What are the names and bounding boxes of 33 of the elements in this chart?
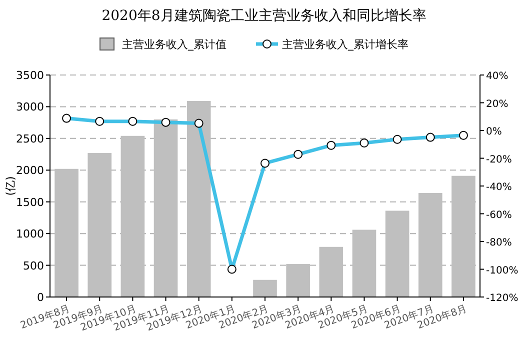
legend-label: 主营业务收入_累计增长率 <box>282 38 408 51</box>
y2-tick-label: -20% <box>486 154 512 166</box>
bar <box>120 136 145 297</box>
bar <box>286 264 310 297</box>
chart-title: 2020年8月建筑陶瓷工业主营业务收入和同比增长率 <box>102 8 426 24</box>
y2-tick-label: 0% <box>486 126 502 138</box>
bar <box>452 176 476 297</box>
bar <box>253 280 277 297</box>
y2-tick-label: -80% <box>486 238 512 248</box>
y2-tick-label: -120% <box>486 293 518 304</box>
y2-tick-label: -60% <box>486 210 512 221</box>
y-tick-label: 1000 <box>16 228 44 241</box>
y2-tick-label: 20% <box>486 98 508 110</box>
bar <box>88 153 112 297</box>
y-axis-title: (亿) <box>4 176 17 196</box>
bar <box>186 101 211 297</box>
y-tick-label: 3000 <box>16 100 44 114</box>
y2-tick-label: -100% <box>486 265 518 276</box>
y-tick-label: 0 <box>37 291 44 304</box>
legend-label: 主营业务收入_累计值 <box>122 38 226 51</box>
y-tick-label: 500 <box>23 259 44 272</box>
y-tick-label: 1500 <box>16 196 44 209</box>
y2-tick-label: 40% <box>486 71 508 82</box>
y-tick-label: 3500 <box>16 69 44 82</box>
y-tick-label: 2000 <box>16 164 44 178</box>
bar <box>154 119 178 297</box>
bar <box>319 246 344 297</box>
bar <box>352 230 376 297</box>
bar <box>385 210 410 297</box>
bar <box>54 168 78 297</box>
y2-tick-label: -40% <box>486 182 512 193</box>
bar <box>418 192 442 297</box>
y-tick-label: 2500 <box>16 132 44 146</box>
